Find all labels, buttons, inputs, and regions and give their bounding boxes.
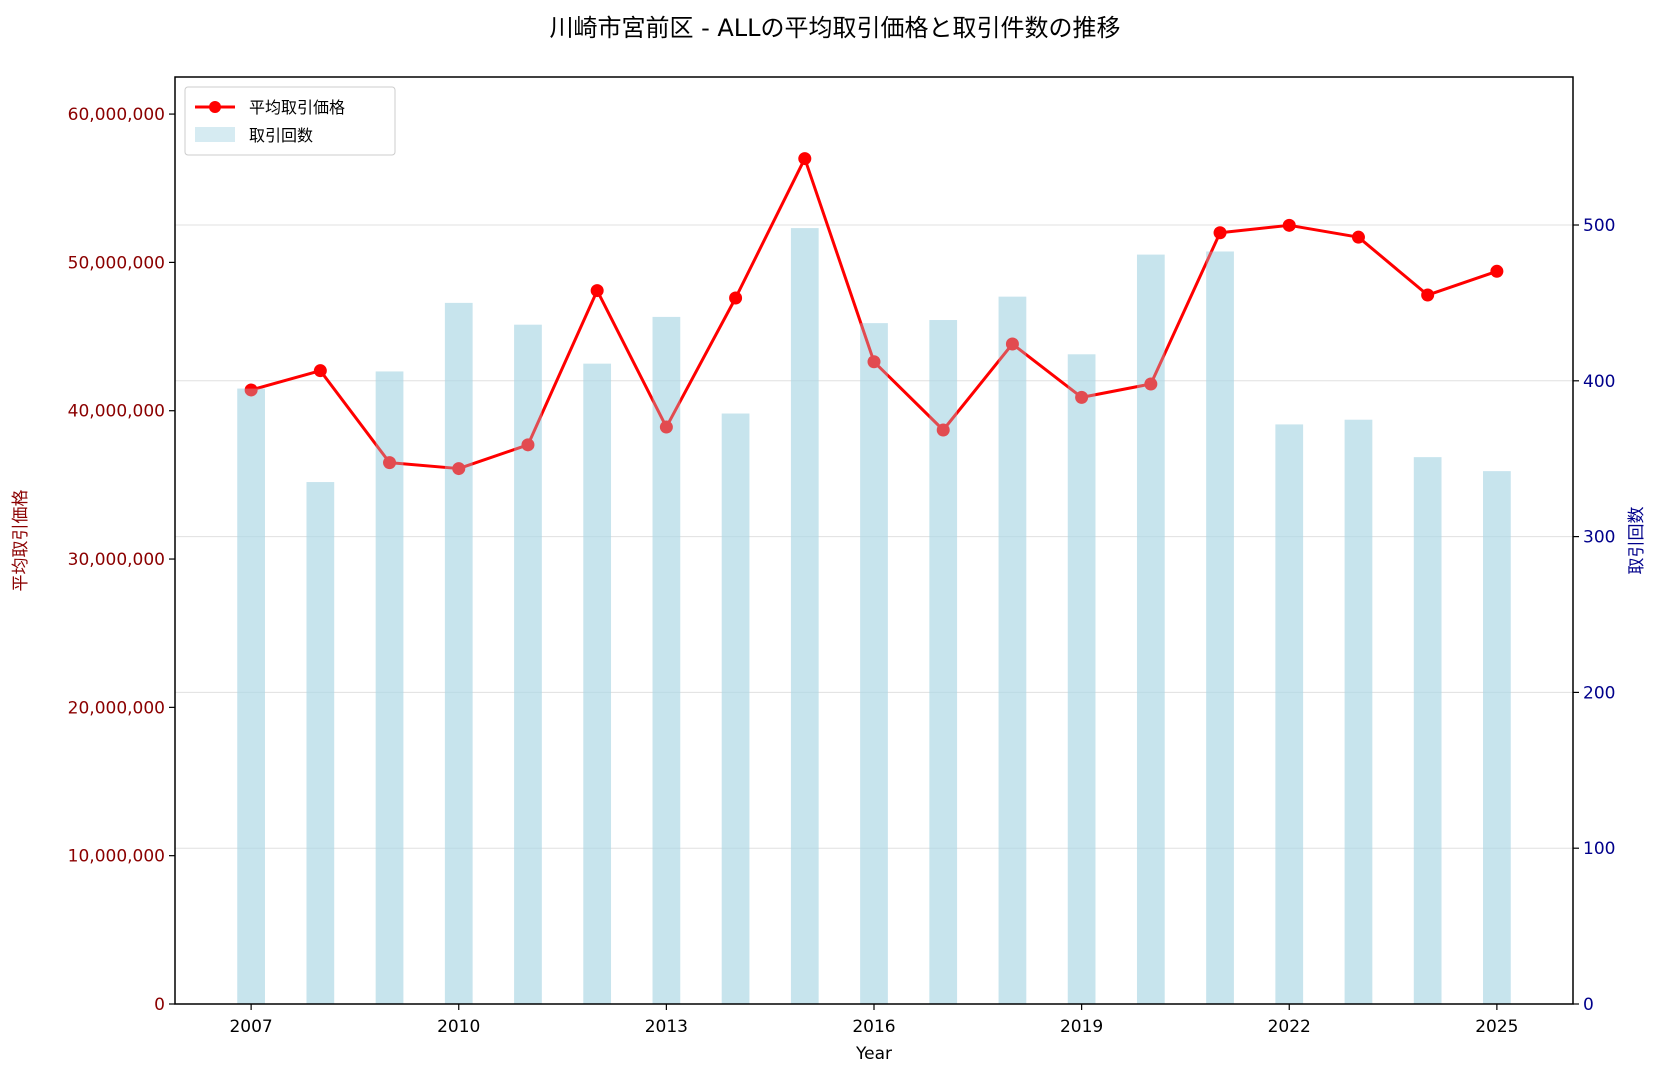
y-left-tick-label: 10,000,000 [68,847,165,867]
x-tick-label: 2007 [229,1017,272,1037]
legend: 平均取引価格 取引回数 [184,86,396,156]
bar-overlay-rect [1413,457,1442,1004]
bar-2022 [1275,424,1304,1004]
x-axis-title: Year [855,1044,892,1064]
y-axis-right-title: 取引回数 [1627,507,1647,575]
bar-2025 [1483,471,1511,1004]
bar-overlay-rect [583,363,612,1004]
point-2021 [1213,226,1227,240]
chart-title: 川崎市宮前区 - ALLの平均取引価格と取引件数の推移 [549,14,1120,42]
bar-overlay-rect [790,228,819,1004]
bar-overlay-rect [514,324,542,1004]
bar-overlay-rect [306,482,335,1004]
y-right-tick-label: 200 [1583,683,1615,703]
legend-line-marker [209,101,221,113]
y-right-tick-label: 500 [1583,216,1615,236]
point-2016 [867,355,881,369]
bar-overlay-rect [375,371,404,1004]
bar-overlay-rect [1344,419,1373,1004]
bar-overlay-rect [1067,354,1096,1004]
y-left-tick-label: 0 [154,995,165,1015]
y-left-tick-label: 40,000,000 [68,402,165,422]
x-tick-label: 2019 [1060,1017,1103,1037]
point-2018 [1005,337,1019,351]
y-right-tick-label: 300 [1583,528,1615,548]
bar-overlay-rect [721,413,750,1004]
point-2009 [383,456,397,470]
legend-box [184,86,396,156]
y-left-tick-label: 50,000,000 [68,253,165,273]
bar-2007 [237,388,265,1004]
point-2008 [313,364,327,378]
y-left-tick-label: 20,000,000 [68,698,165,718]
x-tick-label: 2013 [645,1017,688,1037]
bar-overlay-rect [929,320,958,1004]
bar-2010 [444,302,473,1004]
point-2022 [1282,218,1296,232]
bar-overlay-rect [860,323,888,1004]
point-2020 [1144,377,1158,391]
point-2011 [521,438,535,452]
bar-2023 [1344,419,1373,1004]
legend-bar-swatch [195,127,235,142]
x-tick-label: 2022 [1268,1017,1311,1037]
y-left-tick-label: 60,000,000 [68,105,165,125]
point-2010 [452,462,466,476]
bar-2009 [375,371,404,1004]
bar-overlay-rect [1483,471,1511,1004]
bar-2008 [306,482,335,1004]
axes-layer: 2007 2010 2013 2016 2019 2022 2025 0 10,000,000 2… [68,105,1616,1037]
bar-2014 [721,413,750,1004]
x-tick-label: 2025 [1475,1017,1518,1037]
bar-overlay-rect [237,388,265,1004]
y-right-tick-label: 400 [1583,372,1615,392]
point-2014 [729,291,743,305]
legend-label-count: 取引回数 [249,126,313,145]
bar-2012 [583,363,612,1004]
y-axis-left-title: 平均取引価格 [11,490,31,592]
point-2012 [590,284,604,298]
bar-overlay-rect [998,296,1027,1004]
bar-overlay-rect [652,316,681,1004]
x-tick-label: 2010 [437,1017,480,1037]
point-2013 [659,420,673,434]
bar-2024 [1413,457,1442,1004]
bar-overlay-rect [1136,254,1165,1004]
bar-2015 [790,228,819,1004]
y-left-tick-label: 30,000,000 [68,550,165,570]
bar-2021 [1206,251,1234,1004]
bar-overlay-rect [1206,251,1234,1004]
x-tick-label: 2016 [852,1017,895,1037]
y-right-tick-label: 0 [1583,995,1594,1015]
bar-series [237,228,1511,1004]
bar-2011 [514,324,542,1004]
bar-2019 [1067,354,1096,1004]
bar-overlay-rect [1275,424,1304,1004]
bar-overlay [237,228,1511,1004]
point-2025 [1490,264,1504,278]
point-2023 [1351,230,1365,244]
legend-label-price: 平均取引価格 [249,98,345,117]
line-series [244,152,1504,476]
point-2017 [936,423,950,437]
bar-2016 [860,323,888,1004]
y-right-tick-label: 100 [1583,839,1615,859]
point-2024 [1421,288,1435,302]
point-2015 [798,152,812,166]
bar-2018 [998,296,1027,1004]
point-2019 [1075,390,1089,404]
bar-overlay-rect [444,302,473,1004]
point-2007 [244,383,258,397]
